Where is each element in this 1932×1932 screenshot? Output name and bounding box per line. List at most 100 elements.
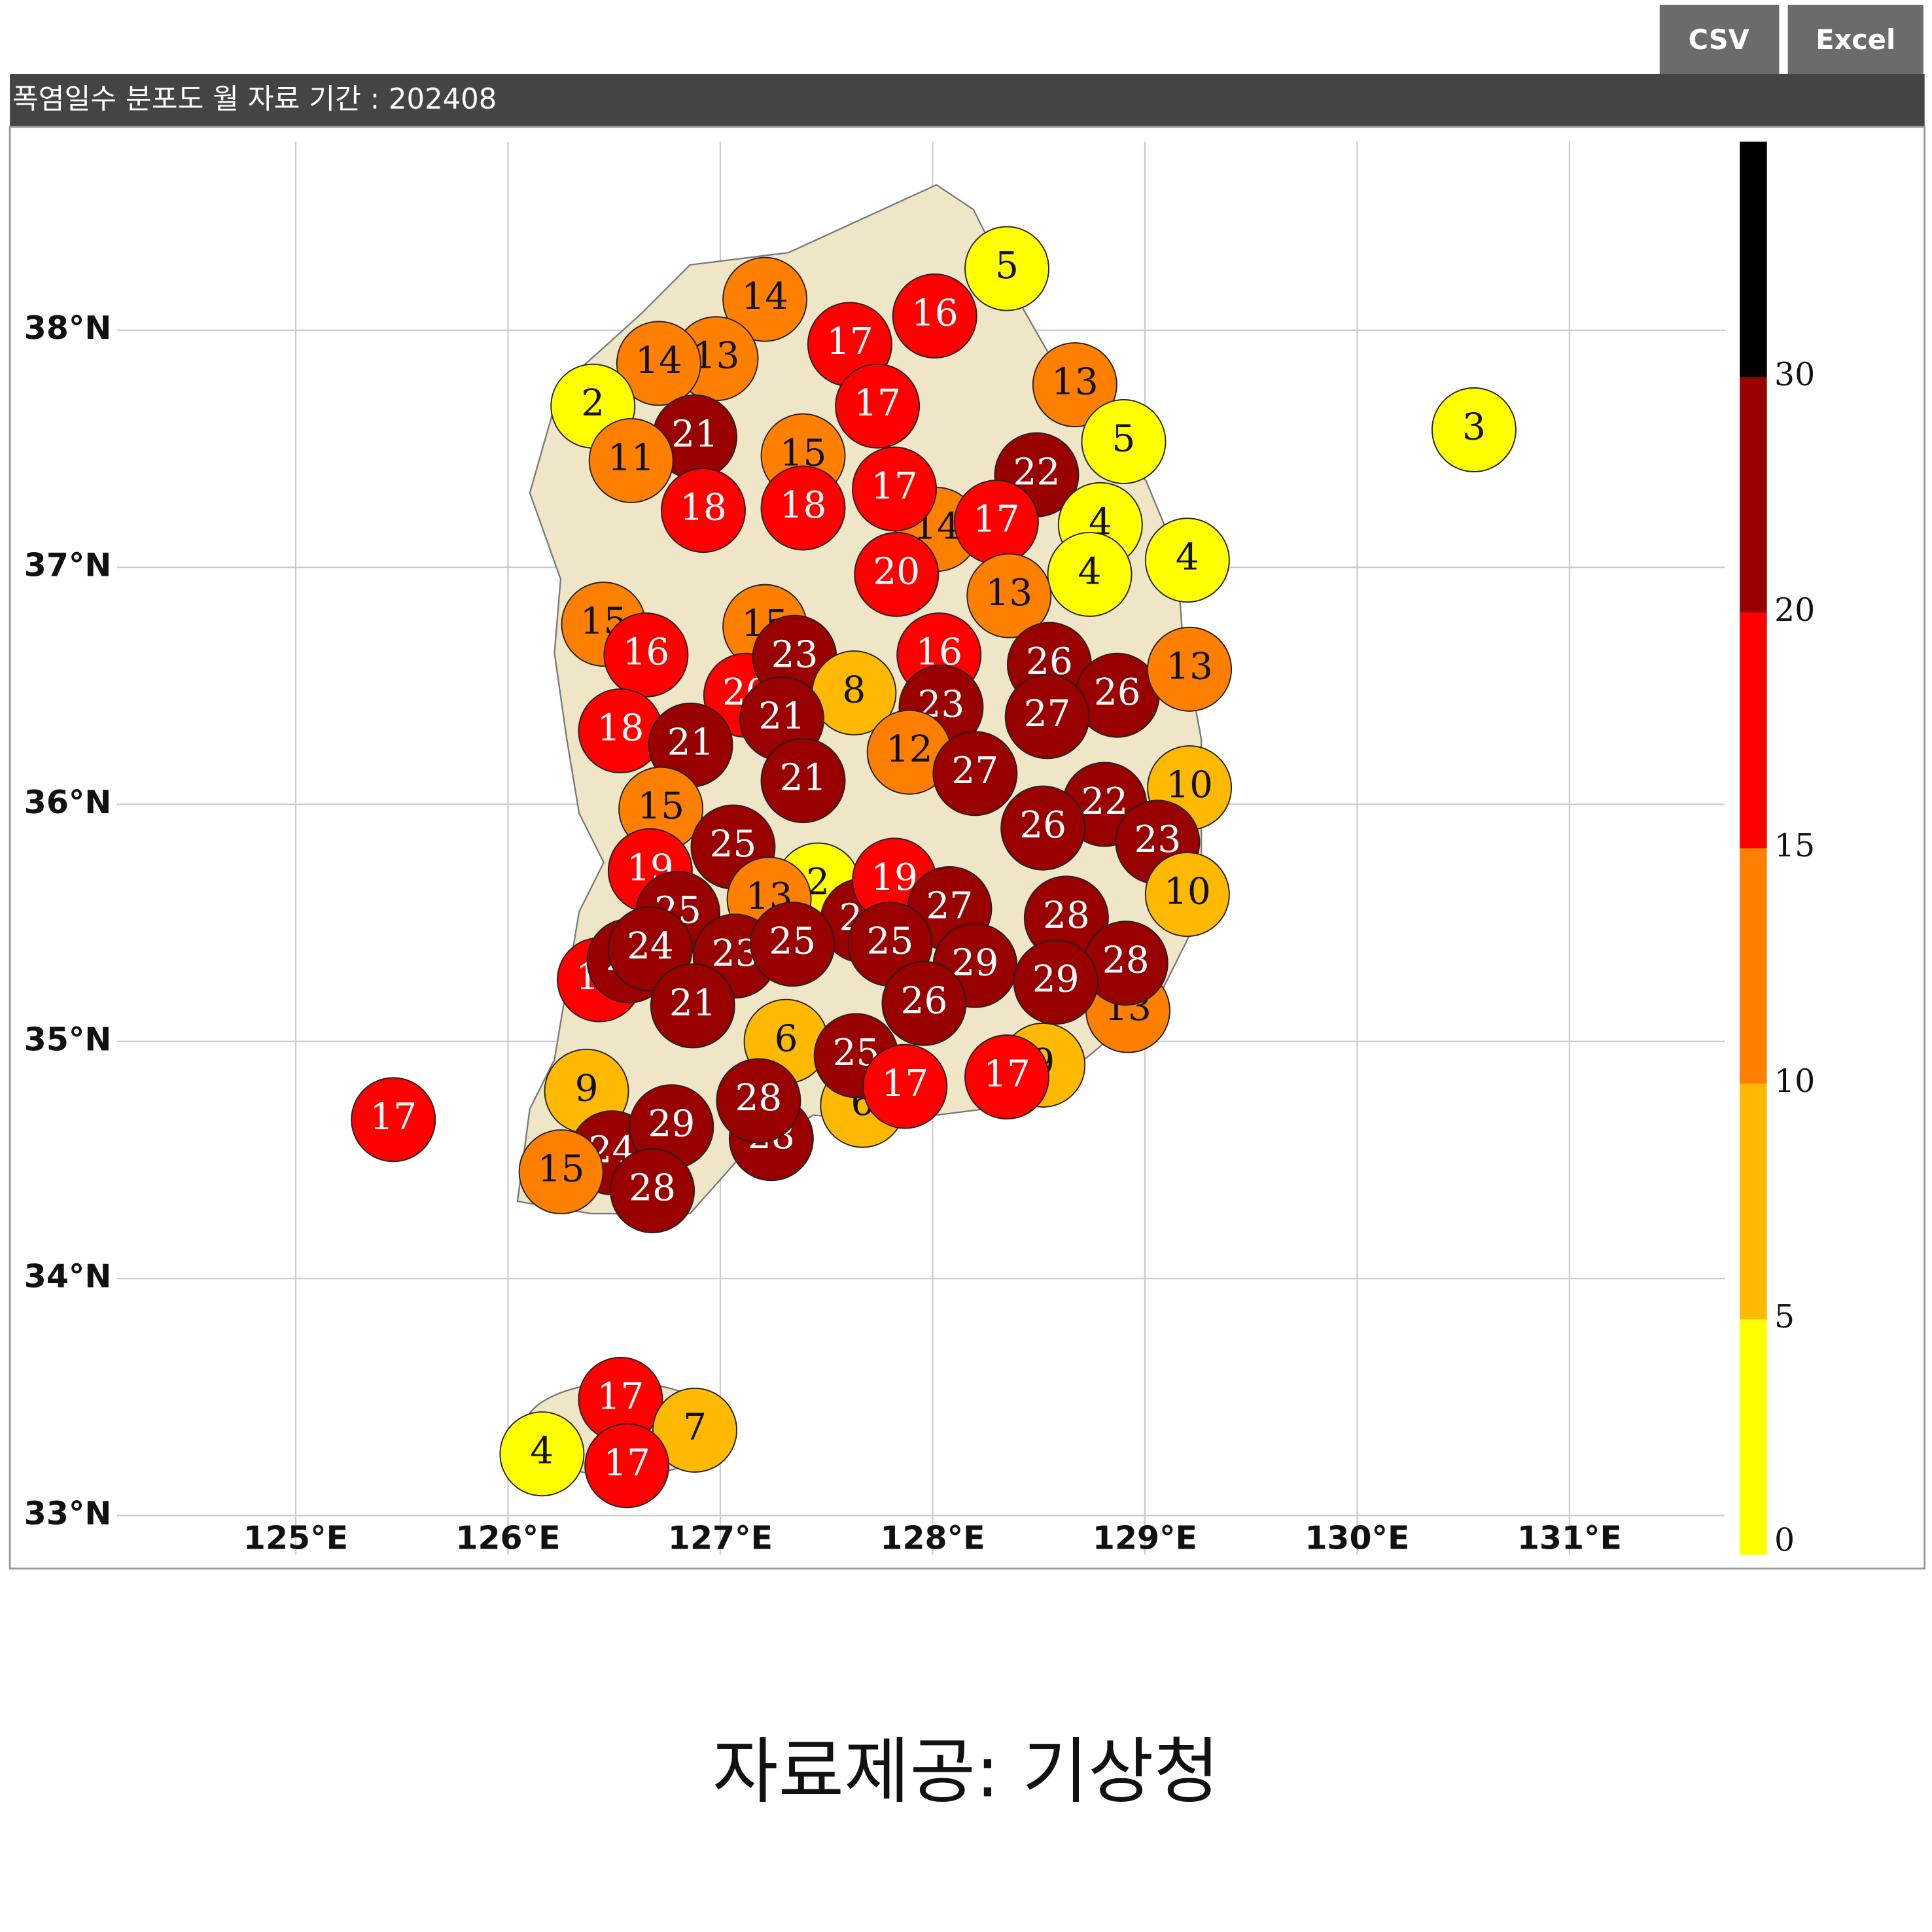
csv-button[interactable] (1659, 5, 1780, 74)
excel-button[interactable] (1787, 5, 1923, 74)
station-value: 28 (629, 1167, 676, 1210)
station-circle (650, 963, 735, 1049)
station-circle (1013, 940, 1098, 1025)
station-value: 10 (1164, 871, 1211, 913)
station-value: 14 (635, 340, 682, 382)
lon-tick-label: 126°E (455, 1520, 560, 1557)
station-value: 7 (683, 1407, 707, 1449)
station-value: 17 (854, 382, 901, 425)
lat-tick-label: 36°N (24, 784, 112, 821)
station-circle (1000, 785, 1086, 871)
station-value: 10 (1166, 764, 1213, 807)
station-value: 15 (637, 785, 684, 828)
station-value: 13 (1051, 361, 1098, 404)
station-value: 12 (886, 728, 933, 771)
station-value: 26 (901, 979, 948, 1022)
station-circle (518, 1129, 604, 1215)
station-circle (932, 731, 1018, 817)
station-circle (852, 446, 938, 532)
station-circle (760, 465, 846, 551)
csv-button-label[interactable]: CSV (1689, 24, 1749, 56)
station-value: 24 (627, 925, 674, 968)
station-value: 18 (680, 487, 727, 529)
station-value: 17 (973, 499, 1020, 541)
colorbar: 0 5 10 15 20 30 (1740, 141, 1815, 1558)
station-value: 25 (769, 921, 816, 963)
station-value: 22 (1013, 451, 1061, 493)
station-circle (964, 226, 1050, 311)
lat-tick-label: 35°N (24, 1021, 112, 1058)
station-value: 6 (775, 1017, 798, 1060)
station-value: 17 (871, 465, 918, 508)
station-value: 27 (951, 750, 998, 792)
colorbar-band (1740, 848, 1767, 1084)
lon-tick-label: 130°E (1305, 1520, 1409, 1557)
station-value: 5 (1112, 418, 1136, 461)
station-value: 17 (603, 1442, 650, 1484)
station-circle (652, 1388, 738, 1473)
station-value: 3 (1462, 406, 1486, 448)
station-value: 21 (667, 721, 714, 764)
station-value: 22 (1081, 781, 1128, 823)
station-value: 25 (710, 823, 757, 866)
station-value: 9 (575, 1067, 599, 1110)
station-circle (964, 1034, 1050, 1120)
excel-button-label[interactable]: Excel (1816, 24, 1895, 56)
station-circle (584, 1423, 670, 1509)
station-value: 29 (648, 1103, 695, 1146)
colorbar-tick-label: 5 (1774, 1298, 1795, 1335)
station-value: 17 (983, 1053, 1030, 1096)
station-value: 5 (995, 245, 1019, 287)
station-circle (892, 273, 977, 359)
station-circle (610, 1148, 695, 1234)
station-circle (854, 531, 940, 617)
station-value: 16 (622, 631, 669, 674)
station-value: 27 (1024, 693, 1071, 735)
lon-tick-label: 128°E (880, 1520, 985, 1557)
station-circle (835, 363, 921, 449)
station-value: 19 (871, 856, 918, 899)
station-value: 21 (758, 695, 805, 737)
station-circle (881, 960, 967, 1046)
station-circle (1081, 399, 1167, 484)
colorbar-tick-label: 20 (1774, 591, 1815, 629)
station-circle (616, 321, 701, 406)
station-value: 28 (1102, 940, 1150, 982)
station-circle (750, 902, 835, 987)
station-value: 4 (1078, 550, 1102, 593)
station-circle (722, 256, 808, 342)
colorbar-tick-label: 15 (1774, 827, 1815, 864)
station-value: 26 (1019, 804, 1066, 847)
station-circle (1431, 387, 1517, 472)
lat-tick-label: 38°N (24, 309, 112, 347)
lat-tick-label: 33°N (24, 1495, 112, 1532)
station-value: 18 (780, 484, 827, 527)
station-value: 28 (735, 1077, 782, 1119)
station-value: 13 (1166, 645, 1213, 688)
station-value: 20 (873, 550, 920, 593)
station-value: 29 (951, 941, 998, 984)
station-circle (1047, 531, 1133, 617)
lat-tick-label: 37°N (24, 547, 112, 584)
colorbar-band (1740, 141, 1767, 378)
station-value: 4 (1176, 536, 1199, 579)
lon-tick-label: 127°E (668, 1520, 773, 1557)
station-value: 28 (1043, 894, 1090, 937)
colorbar-band (1740, 1319, 1767, 1555)
stations: 1415152022417241396514161713141321721511… (351, 226, 1517, 1509)
station-value: 11 (608, 437, 655, 480)
colorbar-tick-label: 0 (1774, 1521, 1795, 1558)
station-value: 2 (581, 382, 605, 425)
title-bar (10, 73, 1925, 127)
station-value: 29 (1032, 958, 1080, 1001)
lon-tick-label: 125°E (243, 1520, 348, 1557)
colorbar-tick-label: 10 (1774, 1063, 1815, 1100)
station-circle (351, 1077, 436, 1163)
station-value: 26 (1094, 671, 1141, 714)
station-circle (1144, 518, 1230, 603)
station-value: 17 (597, 1375, 644, 1418)
station-circle (966, 553, 1052, 639)
station-value: 15 (538, 1148, 585, 1191)
station-value: 17 (881, 1063, 928, 1105)
